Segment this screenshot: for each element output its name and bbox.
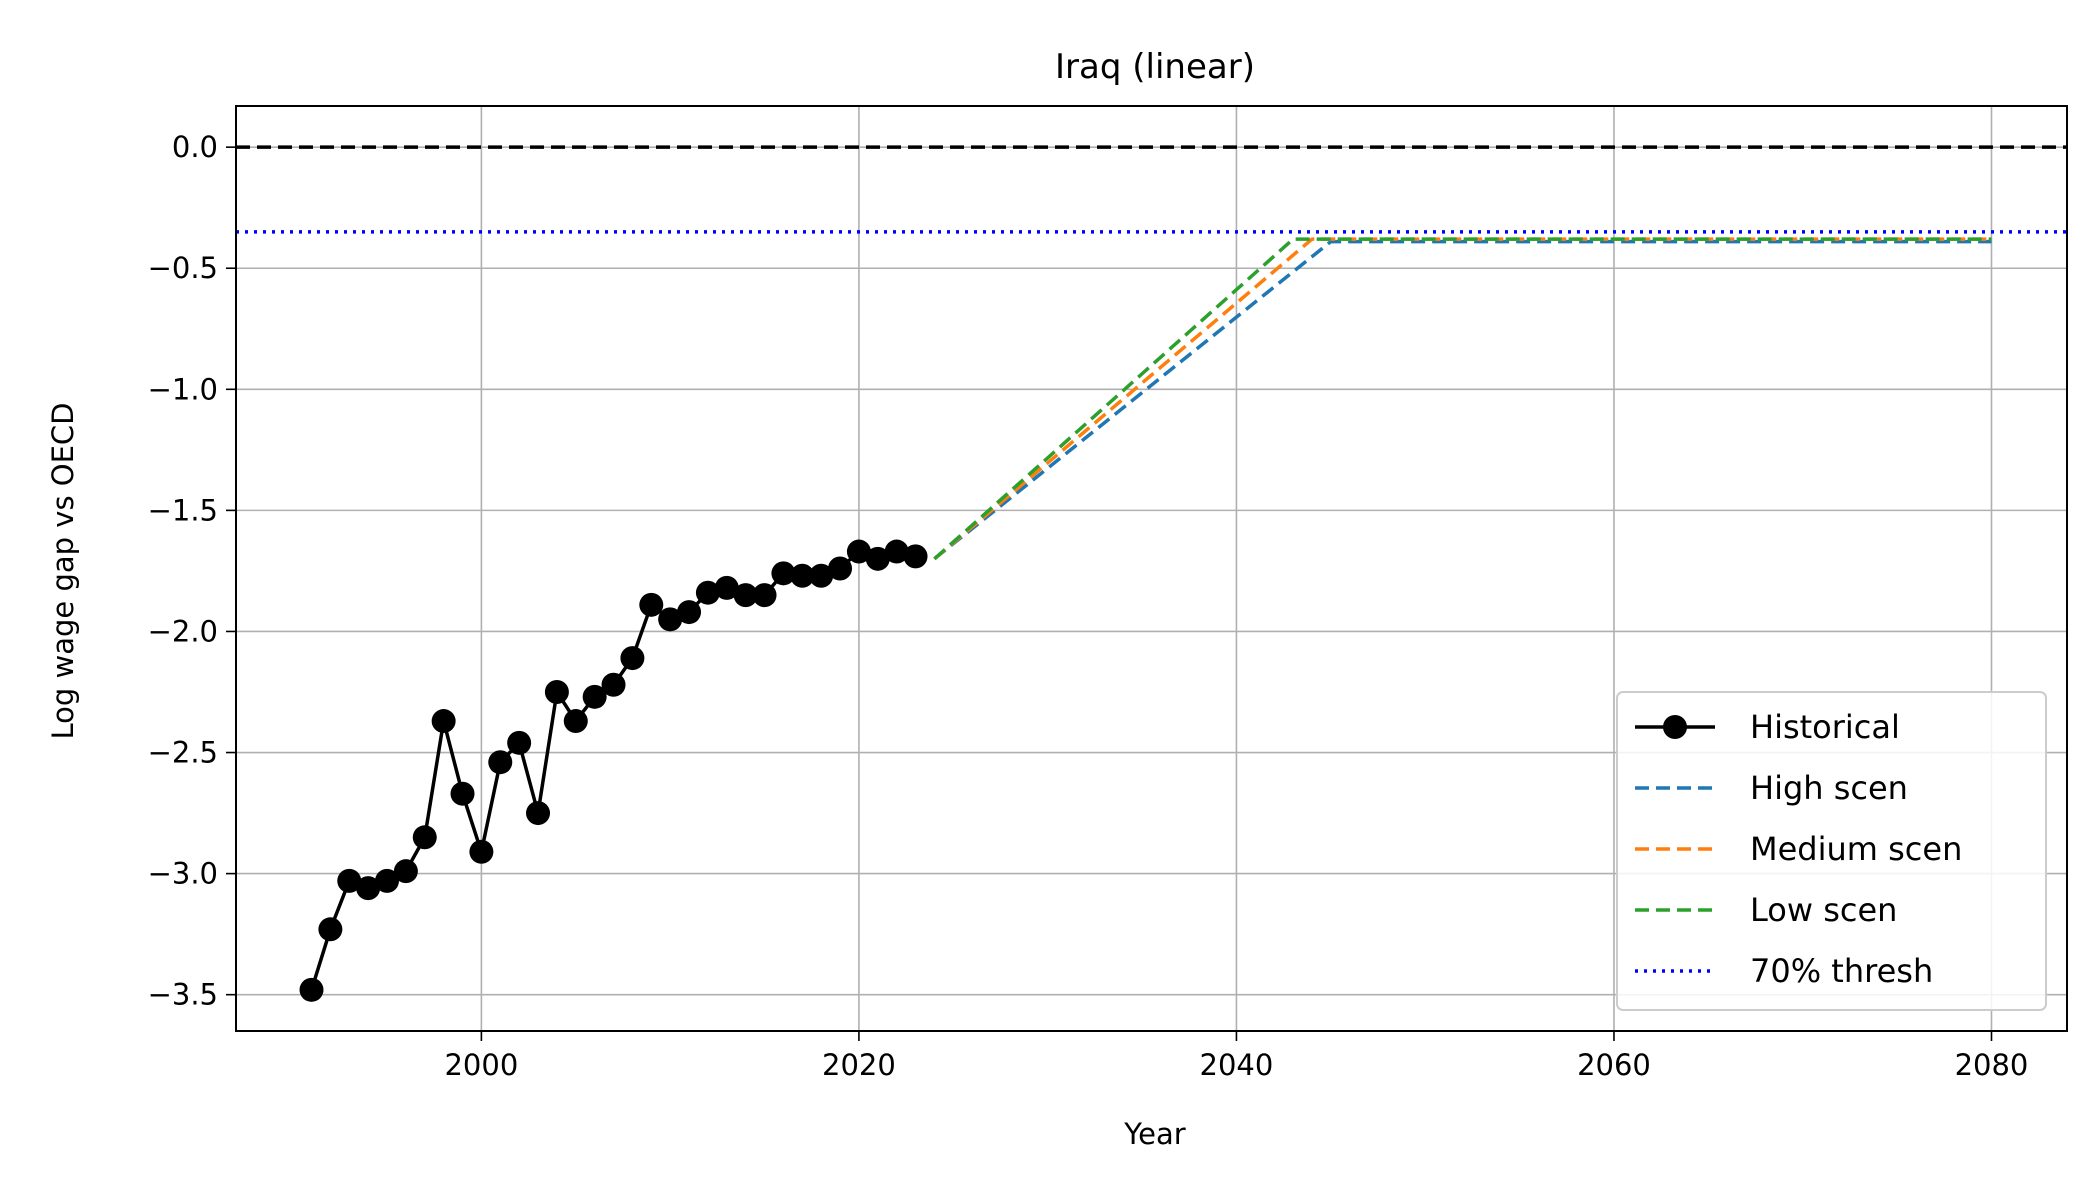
plot-frame [235,105,2068,1032]
x-tick-label: 2080 [1955,1048,2029,1082]
historical-point [903,544,928,569]
historical-point [809,563,834,588]
y-tick-label: 0.0 [172,130,218,164]
y-tick-label: −1.0 [148,372,218,406]
historical-point [884,539,909,564]
historical-point [526,801,551,826]
legend-label: Low scen [1750,891,1897,929]
x-tick-label: 2020 [822,1048,896,1082]
historical-point [582,684,607,709]
x-tick-label: 2000 [444,1048,518,1082]
legend-box [1616,691,2047,1011]
historical-point [469,839,494,864]
high-scen-line [933,239,1992,561]
historical-point [620,646,645,671]
historical-point [865,546,890,571]
historical-point [375,868,400,893]
legend-label: 70% thresh [1750,952,1933,990]
historical-point [563,709,588,734]
legend-label: Medium scen [1750,830,1962,868]
legend-marker [1663,715,1687,739]
y-tick-label: −2.5 [148,736,218,770]
historical-point [790,563,815,588]
historical-point [771,561,796,586]
historical-point [299,977,324,1002]
historical-point [639,592,664,617]
historical-point [828,556,853,581]
historical-point [450,781,475,806]
x-axis-label: Year [1123,1117,1185,1151]
historical-point [318,917,343,942]
reference-lines [236,145,2067,234]
historical-point [601,672,626,697]
historical-point [431,709,456,734]
y-tick-label: −2.0 [148,614,218,648]
historical-point [488,750,513,775]
historical-point [677,600,702,625]
legend-label: Historical [1750,708,1900,746]
historical-point [356,876,381,901]
low-scen-line [933,237,1992,561]
x-tick-label: 2060 [1577,1048,1651,1082]
y-tick-label: −3.0 [148,857,218,891]
y-tick-label: −3.5 [148,978,218,1012]
historical-point [337,868,362,893]
axis-ticks: 2000 2020 2040 2060 2080 0.0 −0.5 −1.0 −1.5 −2.0 −… [148,130,2029,1082]
y-tick-label: −1.5 [148,493,218,527]
historical-point [695,580,720,605]
legend: Historical High scen Medium scen Low scen 70… [1616,691,2047,1011]
y-tick-label: −0.5 [148,251,218,285]
historical-point [393,859,418,884]
historical-point [752,583,777,608]
historical-point [714,575,739,600]
historical-point [658,607,683,632]
historical-point [412,825,437,850]
historical-point [733,583,758,608]
historical-point [507,730,532,755]
legend-label: High scen [1750,769,1908,807]
historical-point [846,539,871,564]
y-axis-label: Log wage gap vs OECD [46,403,80,740]
chart-title: Iraq (linear) [1055,47,1255,87]
series-layer [299,237,1992,1002]
x-tick-label: 2040 [1200,1048,1274,1082]
historical-point [544,679,569,704]
